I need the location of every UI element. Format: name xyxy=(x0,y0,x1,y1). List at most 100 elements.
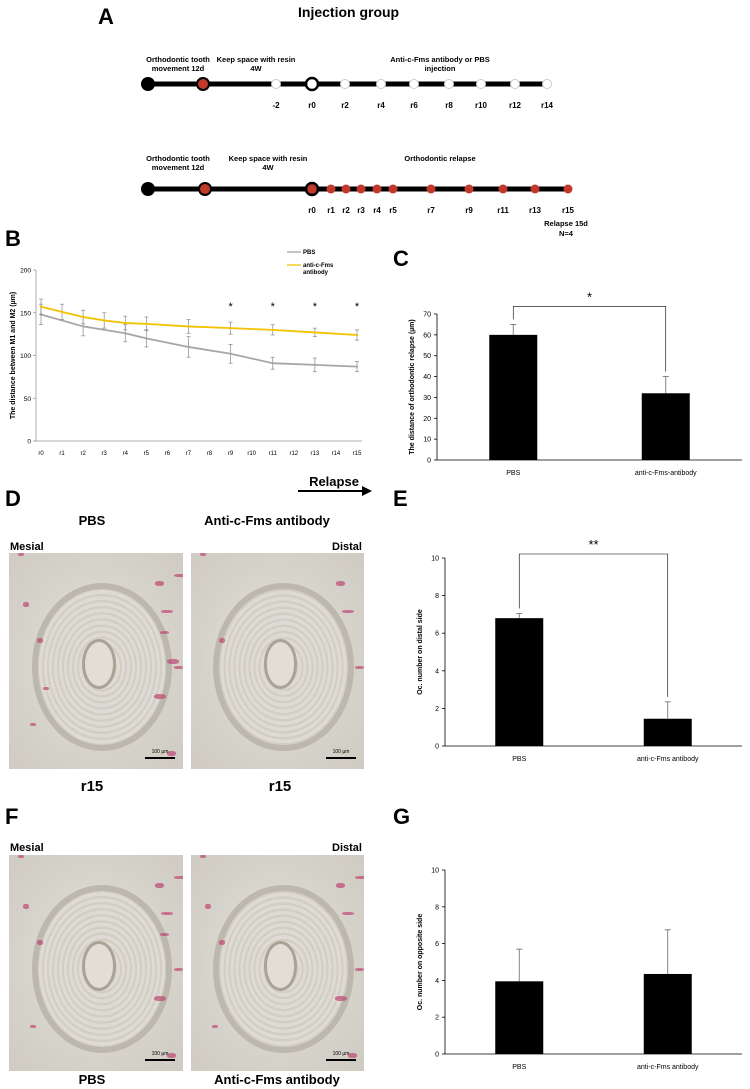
histology-image-d-anti: 100 µm xyxy=(191,553,364,769)
significance-marker: * xyxy=(313,301,318,313)
timeline-bottom-otm-label-1: Orthodontic tooth xyxy=(146,154,210,163)
y-tick-label: 200 xyxy=(20,268,31,275)
timeline-bottom-dot-r5 xyxy=(388,184,398,194)
histology-f-mesial: Mesial xyxy=(10,842,44,854)
x-tick-label: r5 xyxy=(144,451,150,457)
x-tick-label: r10 xyxy=(247,451,256,457)
osteoclast-stain xyxy=(199,553,206,556)
histology-f-left-caption: PBS xyxy=(79,1072,106,1087)
timeline-bottom-dot-r4 xyxy=(372,184,382,194)
timeline-top-dot-r8 xyxy=(444,79,454,89)
timeline-bottom-tick-r3: r3 xyxy=(357,206,365,215)
data-point xyxy=(355,333,359,337)
y-tick-label: 8 xyxy=(435,904,439,911)
osteoclast-stain xyxy=(161,609,174,613)
histology-d-left-title: PBS xyxy=(79,513,106,528)
data-point xyxy=(187,345,190,349)
osteoclast-stain xyxy=(37,637,43,643)
x-tick-label: r11 xyxy=(269,451,278,457)
significance-bracket xyxy=(518,553,669,697)
histology-d-right-caption: r15 xyxy=(269,778,292,795)
x-tick-label: r13 xyxy=(311,451,320,457)
osteoclast-stain xyxy=(218,637,225,643)
y-tick-label: 0 xyxy=(27,439,31,446)
y-tick-label: 50 xyxy=(423,353,431,360)
timeline-bottom-keep-label-1: Keep space with resin xyxy=(229,154,308,163)
y-tick-label: 4 xyxy=(435,668,439,675)
relapse-arrow: Relapse xyxy=(298,474,372,496)
y-tick-label: 40 xyxy=(423,374,431,381)
data-point xyxy=(229,352,232,355)
pulp-canal xyxy=(263,639,298,689)
scale-bar xyxy=(326,757,356,759)
y-tick-label: 6 xyxy=(435,941,439,948)
y-tick-label: 60 xyxy=(423,332,431,339)
timeline-top-dot-r2 xyxy=(340,79,350,89)
timeline-top-tick-r2: r2 xyxy=(341,101,349,110)
osteoclast-stain xyxy=(212,1024,219,1028)
timeline-bottom-dot-r9 xyxy=(464,184,474,194)
timeline-top-tick--2: -2 xyxy=(272,101,280,110)
timeline-top-tick-r0: r0 xyxy=(308,101,316,110)
y-tick-label: 70 xyxy=(423,312,431,319)
x-tick-label: PBS xyxy=(512,1064,526,1071)
osteoclast-stain xyxy=(335,996,348,1002)
data-point xyxy=(103,319,106,322)
y-tick-label: 2 xyxy=(435,1015,439,1022)
osteoclast-stain xyxy=(173,574,183,578)
significance-marker: * xyxy=(355,301,360,313)
histology-image-f-anti: 100 µm xyxy=(191,855,364,1071)
osteoclast-stain xyxy=(30,1024,37,1028)
timeline-top-tick-r6: r6 xyxy=(410,101,418,110)
timeline-note-relapse-days: Relapse 15d xyxy=(544,219,588,228)
y-tick-label: 4 xyxy=(435,978,439,985)
osteoclast-stain xyxy=(166,659,179,665)
timeline-bottom-tick-r15: r15 xyxy=(562,206,575,215)
histology-image-f-pbs: 100 µm xyxy=(9,855,183,1071)
timeline-bottom-dot-r2 xyxy=(341,184,351,194)
scale-bar xyxy=(145,757,175,759)
x-tick-label: r12 xyxy=(289,451,298,457)
timeline-bottom-dot-r13 xyxy=(530,184,540,194)
histology-f-right-caption: Anti-c-Fms antibody xyxy=(214,1072,340,1087)
series-line-0 xyxy=(40,313,358,368)
scale-bar-label: 100 µm xyxy=(332,1051,350,1057)
series-line-1 xyxy=(40,305,358,336)
timeline-top-otm-label-1: Orthodontic tooth xyxy=(146,55,210,64)
osteoclast-stain xyxy=(160,932,170,936)
arrow-head-icon xyxy=(362,486,372,496)
bar-0 xyxy=(495,981,544,1054)
osteoclast-stain xyxy=(17,855,24,858)
panel-a-title: Injection group xyxy=(298,4,399,20)
osteoclast-stain xyxy=(23,602,30,608)
timeline-bottom-otm-label-2: movement 12d xyxy=(152,163,205,172)
y-tick-label: 30 xyxy=(423,395,431,402)
timeline-otm-dot xyxy=(196,77,210,91)
significance-bracket xyxy=(512,306,667,372)
osteoclast-stain xyxy=(173,968,183,972)
bar-1 xyxy=(641,393,690,460)
y-tick-label: 0 xyxy=(427,458,431,465)
data-point xyxy=(60,310,64,314)
data-point xyxy=(271,361,274,365)
y-tick-label: 20 xyxy=(423,416,431,423)
bar-0 xyxy=(489,334,538,460)
timeline-bottom-tick-r7: r7 xyxy=(427,206,435,215)
scale-bar-label: 100 µm xyxy=(151,749,169,755)
timeline-top-keep-label-2: 4W xyxy=(250,64,262,73)
histology-d-left-caption: r15 xyxy=(81,778,104,795)
panel-letter-e: E xyxy=(393,486,408,511)
osteoclast-stain xyxy=(17,553,24,556)
legend-label-anti-2: antibody xyxy=(303,270,329,276)
data-point xyxy=(271,328,274,332)
osteoclast-stain xyxy=(23,904,30,910)
timeline-bottom-tick-r5: r5 xyxy=(389,206,397,215)
y-tick-label: 2 xyxy=(435,706,439,713)
y-axis-label: The distance of orthodontic relapse (µm) xyxy=(409,319,416,455)
osteoclast-stain xyxy=(167,751,177,757)
osteoclast-stain xyxy=(205,904,212,910)
data-point xyxy=(145,322,148,326)
histology-d-right-title: Anti-c-Fms antibody xyxy=(204,513,330,528)
timeline-top: -2 r0 r2 r4 r6 r8 r10 r12 r14 Orthodontic tooth … xyxy=(141,55,554,110)
legend-label-pbs: PBS xyxy=(303,250,315,256)
